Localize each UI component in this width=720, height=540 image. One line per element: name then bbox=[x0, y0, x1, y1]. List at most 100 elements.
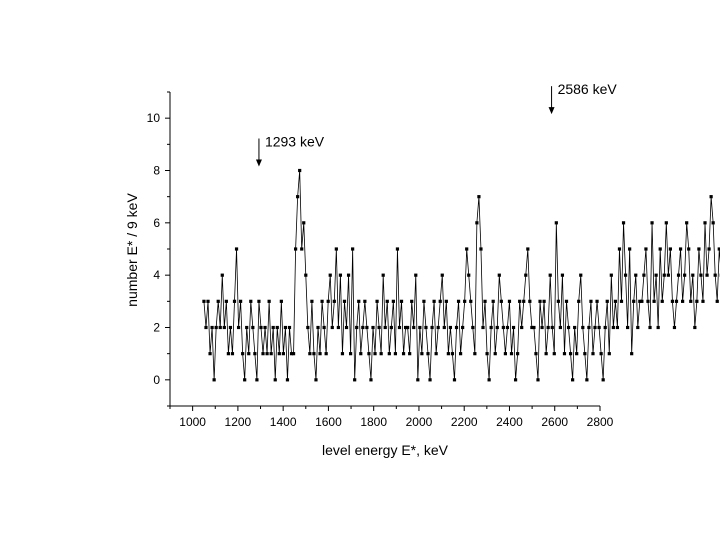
y-tick-label: 4 bbox=[153, 268, 160, 282]
data-point bbox=[389, 325, 393, 330]
data-point bbox=[430, 325, 434, 330]
data-point bbox=[289, 352, 294, 356]
data-point bbox=[408, 352, 412, 356]
data-point bbox=[520, 325, 524, 330]
data-point bbox=[300, 247, 304, 251]
data-point bbox=[509, 352, 514, 356]
data-point bbox=[395, 247, 400, 251]
data-point bbox=[236, 325, 241, 330]
data-point bbox=[544, 352, 548, 356]
data-point bbox=[383, 325, 387, 330]
x-axis-label: level energy E*, keV bbox=[322, 442, 449, 458]
data-point bbox=[522, 299, 526, 303]
data-point bbox=[605, 299, 609, 303]
data-point bbox=[711, 221, 715, 225]
data-point bbox=[685, 221, 689, 225]
data-point bbox=[597, 325, 601, 330]
data-point bbox=[630, 352, 634, 356]
data-point bbox=[283, 325, 288, 330]
data-point bbox=[699, 273, 703, 277]
data-point bbox=[257, 299, 261, 303]
data-point bbox=[314, 378, 318, 382]
data-point bbox=[491, 299, 495, 303]
data-point bbox=[224, 299, 228, 303]
data-point bbox=[672, 325, 677, 330]
data-point bbox=[308, 352, 312, 356]
data-point bbox=[226, 352, 230, 356]
data-point bbox=[234, 247, 239, 251]
data-point bbox=[397, 325, 402, 330]
data-point bbox=[477, 195, 481, 199]
data-point bbox=[296, 195, 300, 199]
data-point bbox=[534, 352, 538, 356]
data-point bbox=[697, 247, 701, 251]
annotation-label: 1293 keV bbox=[265, 134, 325, 150]
data-point bbox=[507, 299, 512, 303]
data-point bbox=[285, 378, 290, 382]
data-point bbox=[277, 352, 281, 356]
data-point bbox=[208, 352, 212, 356]
data-point bbox=[232, 299, 237, 303]
data-point bbox=[275, 325, 279, 330]
data-point bbox=[670, 299, 675, 303]
data-point bbox=[428, 378, 432, 382]
annotation-label: 2586 keV bbox=[558, 81, 618, 97]
annotations: 1293 keV 2586 keV bbox=[255, 81, 618, 167]
data-point bbox=[479, 247, 483, 251]
data-point bbox=[691, 273, 695, 277]
data-point bbox=[705, 273, 709, 277]
data-point bbox=[377, 325, 381, 330]
data-point bbox=[687, 247, 691, 251]
data-point bbox=[707, 247, 711, 251]
data-point bbox=[499, 299, 503, 303]
data-point bbox=[249, 299, 253, 303]
data-point bbox=[422, 299, 426, 303]
data-point bbox=[434, 352, 438, 356]
data-point bbox=[601, 378, 605, 382]
data-point bbox=[513, 378, 518, 382]
data-point bbox=[644, 247, 648, 251]
data-point bbox=[399, 299, 404, 303]
data-point bbox=[436, 325, 440, 330]
data-point bbox=[442, 325, 446, 330]
data-point bbox=[607, 352, 611, 356]
data-point bbox=[550, 325, 554, 330]
data-point bbox=[302, 221, 306, 225]
data-point bbox=[599, 352, 603, 356]
data-point bbox=[564, 299, 569, 303]
data-point bbox=[581, 325, 585, 330]
data-point bbox=[542, 299, 546, 303]
data-point bbox=[656, 325, 660, 330]
data-point bbox=[338, 273, 343, 277]
y-axis-label: number E* / 9 keV bbox=[124, 193, 140, 307]
data-point bbox=[471, 325, 475, 330]
data-point bbox=[241, 352, 245, 356]
data-point bbox=[444, 299, 448, 303]
data-point bbox=[540, 325, 544, 330]
data-point bbox=[654, 273, 658, 277]
annotation-arrow-head bbox=[548, 107, 555, 115]
data-point bbox=[373, 352, 377, 356]
data-point bbox=[424, 325, 428, 330]
data-point bbox=[666, 273, 670, 277]
data-point bbox=[628, 247, 632, 251]
data-point bbox=[487, 378, 491, 382]
data-point bbox=[294, 247, 298, 251]
data-point bbox=[695, 299, 699, 303]
data-point bbox=[263, 325, 267, 330]
data-point bbox=[461, 325, 465, 330]
data-point bbox=[589, 299, 593, 303]
data-point bbox=[344, 325, 349, 330]
data-point bbox=[638, 299, 642, 303]
data-point bbox=[678, 247, 683, 251]
data-point bbox=[418, 325, 422, 330]
data-point bbox=[416, 378, 420, 382]
data-point bbox=[310, 299, 314, 303]
data-point bbox=[330, 325, 334, 330]
y-tick-label: 0 bbox=[153, 373, 160, 387]
x-tick-label: 2600 bbox=[541, 415, 568, 429]
x-tick-label: 1000 bbox=[179, 415, 206, 429]
data-point bbox=[518, 299, 522, 303]
data-point bbox=[603, 325, 607, 330]
